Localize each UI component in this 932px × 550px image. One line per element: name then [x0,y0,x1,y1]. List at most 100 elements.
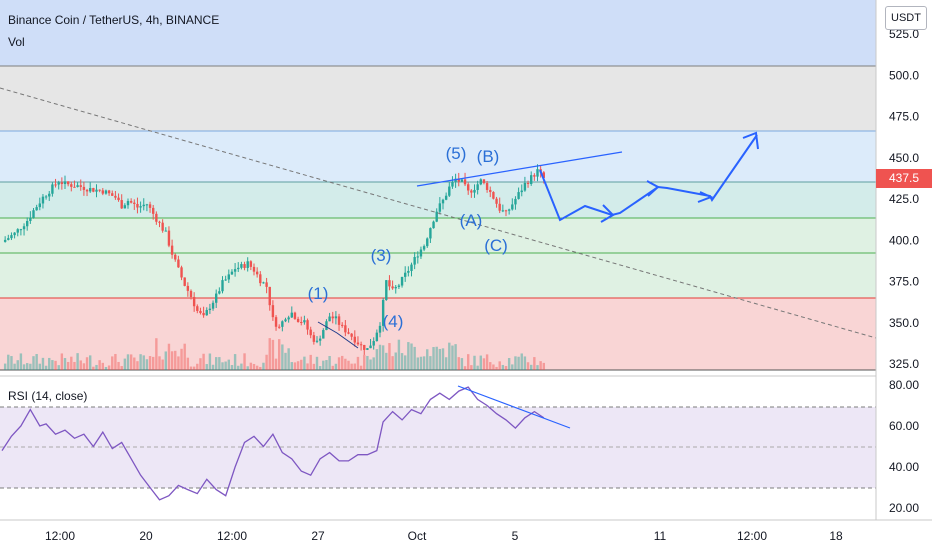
candle-body [429,228,432,239]
volume-bar [145,359,149,370]
candle-body [485,183,489,190]
volume-bar [328,355,331,370]
volume-bar [344,358,347,370]
price-tick-label: 525.0 [889,27,919,41]
volume-bar [174,350,177,370]
candle-body [79,185,82,187]
candle-body [489,189,492,193]
candle-body [347,332,350,334]
candle-body [170,245,174,255]
volume-bar [221,362,224,370]
candle-body [526,182,530,184]
candle-body [73,186,76,188]
volume-bar [180,348,183,370]
candle-body [309,329,312,336]
rsi-tick-label: 80.00 [889,378,919,392]
volume-bar [278,339,281,370]
candle-body [38,203,41,208]
rsi-tick-label: 60.00 [889,419,919,433]
candle-body [22,226,26,230]
volume-bar [331,365,334,370]
volume-bar [300,359,303,370]
volume-bar [243,353,246,370]
volume-bar [158,356,161,370]
chart-title: Binance Coin / TetherUS, 4h, BINANCE [8,13,220,27]
candle-body [3,239,7,242]
candle-body [394,286,397,289]
candle-body [221,280,224,292]
wave-1-2-connector [317,321,359,349]
candle-body [467,184,470,191]
candle-body [252,266,256,272]
volume-bar [139,354,142,370]
candle-body [16,229,19,233]
volume-bar [63,358,67,370]
volume-bar [504,366,508,370]
volume-bar [315,356,319,370]
volume-bar [309,354,312,370]
candle-body [407,270,410,273]
volume-bar [416,357,419,370]
volume-bar [485,354,489,370]
volume-bar [35,354,38,370]
volume-bar [539,361,542,370]
zone-top [0,0,876,66]
volume-bar [22,364,26,370]
volume-bar [388,343,391,370]
volume-bar [296,361,300,370]
volume-bar [155,338,158,370]
candle-body [218,291,221,294]
volume-bar [429,356,432,370]
volume-bars [3,338,545,370]
candle-body [356,342,360,345]
volume-bar [177,356,180,370]
volume-bar [514,356,517,370]
candle-body [60,182,64,185]
candle-body [284,319,287,322]
wave-label: (B) [477,147,500,166]
candle-body [341,324,344,326]
candle-body [444,195,448,200]
volume-bar [92,366,95,370]
volume-bar [107,365,111,370]
candle-body [249,261,253,267]
price-tick-label: 475.0 [889,110,919,124]
volume-bar [470,365,473,370]
time-tick-label: 20 [139,529,153,543]
wave-label: (C) [484,236,508,255]
wave-label: (1) [308,284,329,303]
candle-body [441,199,445,204]
volume-bar [489,362,492,370]
volume-bar [192,366,196,370]
volume-bar [495,366,498,370]
candle-body [533,175,536,177]
candle-body [123,205,127,209]
candle-body [479,179,482,185]
candle-body [325,321,328,331]
candle-body [422,246,426,250]
volume-bar [227,359,230,370]
volume-bar [274,358,278,370]
volume-bar [7,354,10,370]
candle-body [63,181,67,185]
volume-bar [356,356,360,370]
candle-body [240,264,243,268]
candle-body [290,312,293,318]
candle-body [192,296,196,307]
volume-bar [230,365,234,370]
candle-body [300,322,303,324]
candle-body [504,210,508,212]
candle-body [337,316,341,325]
candle-body [230,271,234,275]
volume-bar [419,356,423,370]
candle-body [271,305,275,318]
rsi-axis: 80.00 60.00 40.00 20.00 [889,378,919,515]
volume-bar [350,363,353,370]
volume-bar [394,352,397,370]
candle-body [400,276,404,286]
volume-bar [205,364,208,370]
currency-button[interactable]: USDT [885,6,927,30]
volume-bar [381,345,385,370]
candle-body [262,282,265,284]
price-tick-label: 350.0 [889,316,919,330]
